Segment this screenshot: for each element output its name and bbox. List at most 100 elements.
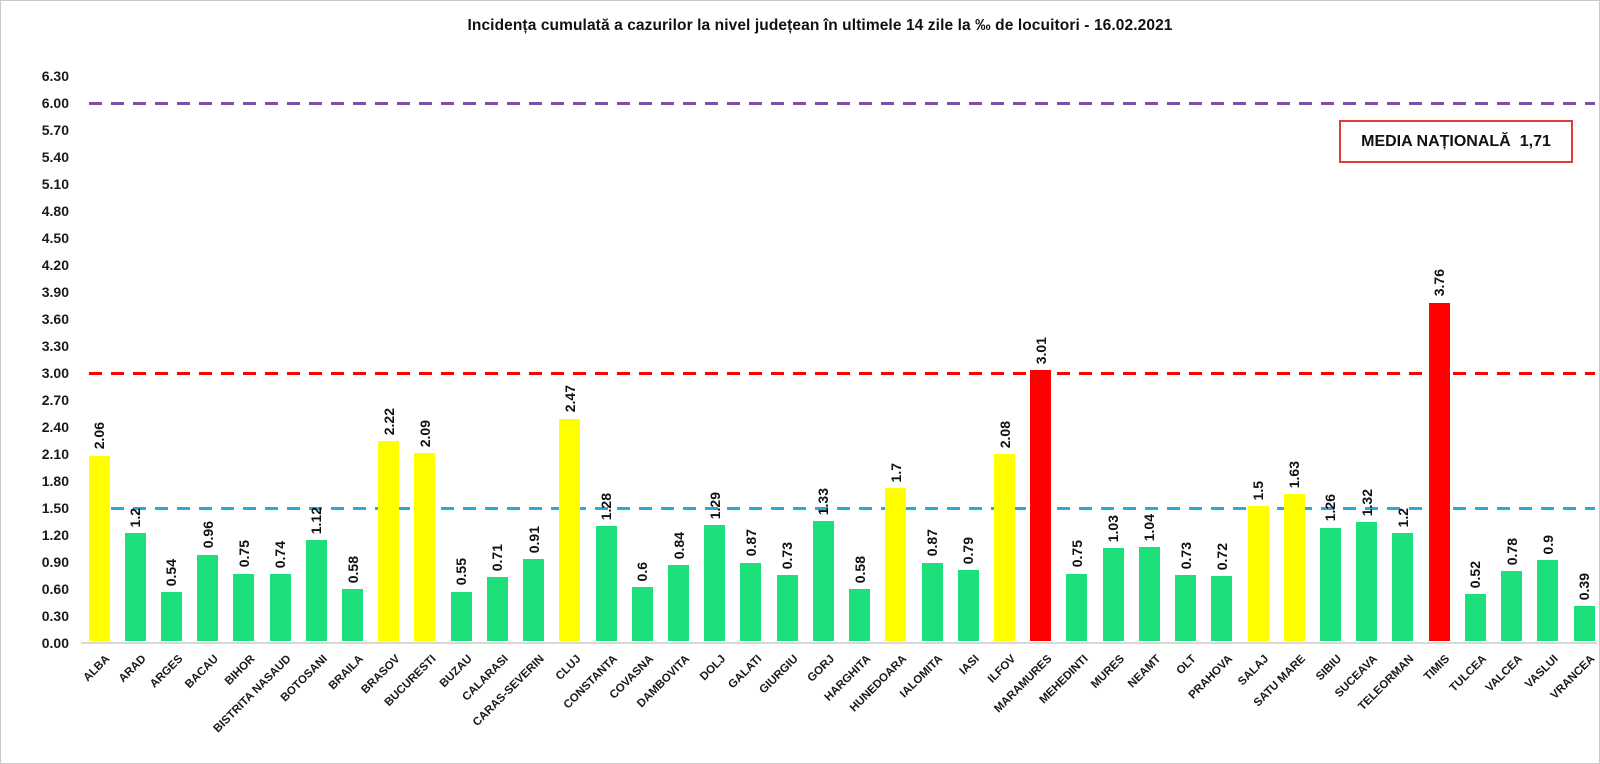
y-axis-tick-label: 0.00 [41,635,69,651]
x-axis-label-caras-severin: CARAS-SEVERIN [471,653,548,729]
bar-cluj [559,418,581,641]
bar-suceava [1356,522,1378,641]
bar-gorj [812,521,834,641]
x-axis-label-tulcea: TULCEA [1447,653,1489,695]
bar-tulcea [1464,594,1486,641]
bar-covasna [631,587,653,641]
bar-neamt [1138,547,1160,641]
y-axis-tick-label: 3.00 [41,365,69,381]
bar-teleorman [1392,533,1414,641]
x-axis-label-bacau: BACAU [183,653,222,691]
purple-threshold-line [89,101,1595,105]
x-axis-label-neamt: NEAMT [1125,653,1163,691]
bar-value-label-braila: 0.58 [344,555,361,583]
y-axis-tick-label: 1.50 [41,500,69,516]
bar-value-label-ialomita: 0.87 [924,529,941,557]
chart-title: Incidența cumulată a cazurilor la nivel … [467,17,1173,34]
bar-value-label-bucuresti: 2.09 [416,419,433,447]
bar-value-label-vaslui: 0.9 [1539,534,1556,554]
bar-value-label-brasov: 2.22 [380,407,397,436]
bar-value-label-iasi: 0.79 [960,536,977,564]
bar-satu-mare [1283,494,1305,641]
x-axis-label-bihor: BIHOR [222,653,258,688]
x-axis-label-iasi: IASI [957,653,982,678]
bar-prahova [1211,576,1233,641]
x-axis-label-giurgiu: GIURGIU [757,653,801,697]
bar-value-label-calarasi: 0.71 [489,543,506,572]
bar-constanta [595,525,617,641]
bar-value-label-suceava: 1.32 [1358,488,1375,517]
y-axis-tick-label: 4.20 [41,257,69,273]
y-axis-tick-label: 2.40 [41,419,69,435]
y-axis-tick-label: 3.60 [41,311,69,327]
bar-vaslui [1537,560,1559,641]
national-average-value: 1,71 [1519,132,1551,150]
x-axis-line [81,642,1597,644]
y-axis-tick-label: 0.30 [41,608,69,624]
bar-value-label-satu-mare: 1.63 [1286,461,1303,489]
bar-value-label-botosani: 1.12 [308,506,325,535]
y-axis-tick-label: 2.10 [41,446,69,462]
bar-value-label-caras-severin: 0.91 [525,525,542,554]
x-axis-label-valcea: VALCEA [1483,653,1526,695]
bar-ilfov [994,453,1015,641]
bar-dolj [704,524,726,641]
bar-value-label-arad: 1.2 [127,507,144,527]
bar-value-label-sibiu: 1.26 [1322,494,1339,522]
bar-bucuresti [414,452,436,641]
bar-value-label-valcea: 0.78 [1503,537,1520,565]
bar-value-label-neamt: 1.04 [1141,514,1158,542]
bar-valcea [1501,570,1523,641]
y-axis-tick-label: 0.60 [41,581,69,597]
y-axis-tick-label: 3.30 [41,338,69,354]
bar-value-label-maramures: 3.01 [1032,336,1049,365]
x-axis-label-salaj: SALAJ [1236,653,1272,689]
bar-sibiu [1319,527,1341,641]
red-threshold-line [89,371,1595,375]
bar-bistrita-nasaud [269,574,291,641]
bar-value-label-arges: 0.54 [163,559,180,587]
bar-value-label-buzau: 0.55 [453,558,470,586]
x-axis-label-ilfov: ILFOV [985,653,1018,686]
bar-arges [160,592,182,641]
bar-value-label-mehedinti: 0.75 [1068,540,1085,568]
bar-arad [124,533,146,641]
bar-value-label-dambovita: 0.84 [670,532,687,560]
bar-bacau [197,554,219,641]
bar-giurgiu [776,575,798,641]
bar-caras-severin [523,559,545,641]
bar-vrancea [1573,605,1595,641]
x-axis-label-sibiu: SIBIU [1313,653,1344,684]
bar-value-label-ilfov: 2.08 [996,420,1013,448]
bar-value-label-covasna: 0.6 [634,561,651,581]
y-axis-tick-label: 4.80 [41,203,69,219]
bar-salaj [1247,506,1269,641]
bar-value-label-alba: 2.06 [91,422,107,450]
bar-buzau [450,591,472,641]
blue-threshold-line [89,506,1595,510]
bar-braila [342,588,364,641]
y-axis-tick-label: 4.50 [41,230,69,246]
x-axis-label-timis: TIMIS [1422,653,1453,684]
y-axis-tick-label: 2.70 [41,392,69,408]
bar-timis [1428,302,1450,641]
bar-olt [1175,575,1197,641]
bar-value-label-timis: 3.76 [1431,269,1448,297]
bar-value-label-salaj: 1.5 [1250,480,1267,500]
bar-mures [1102,548,1124,641]
bar-value-label-hunedoara: 1.7 [887,462,904,482]
y-axis-tick-label: 0.90 [41,554,69,570]
bar-galati [740,562,762,641]
y-axis-tick-label: 6.00 [41,95,69,111]
bar-value-label-tulcea: 0.52 [1467,560,1484,589]
x-axis-label-dolj: DOLJ [698,653,729,684]
bar-value-label-dolj: 1.29 [706,491,723,519]
bar-maramures [1030,370,1052,641]
bar-alba [88,455,110,641]
national-average-box: MEDIA NAȚIONALĂ 1,71 [1339,120,1573,163]
x-axis-label-arad: ARAD [116,653,149,685]
y-axis-tick-label: 5.70 [41,122,69,138]
bar-bihor [233,573,255,641]
x-axis-label-cluj: CLUJ [553,653,584,683]
